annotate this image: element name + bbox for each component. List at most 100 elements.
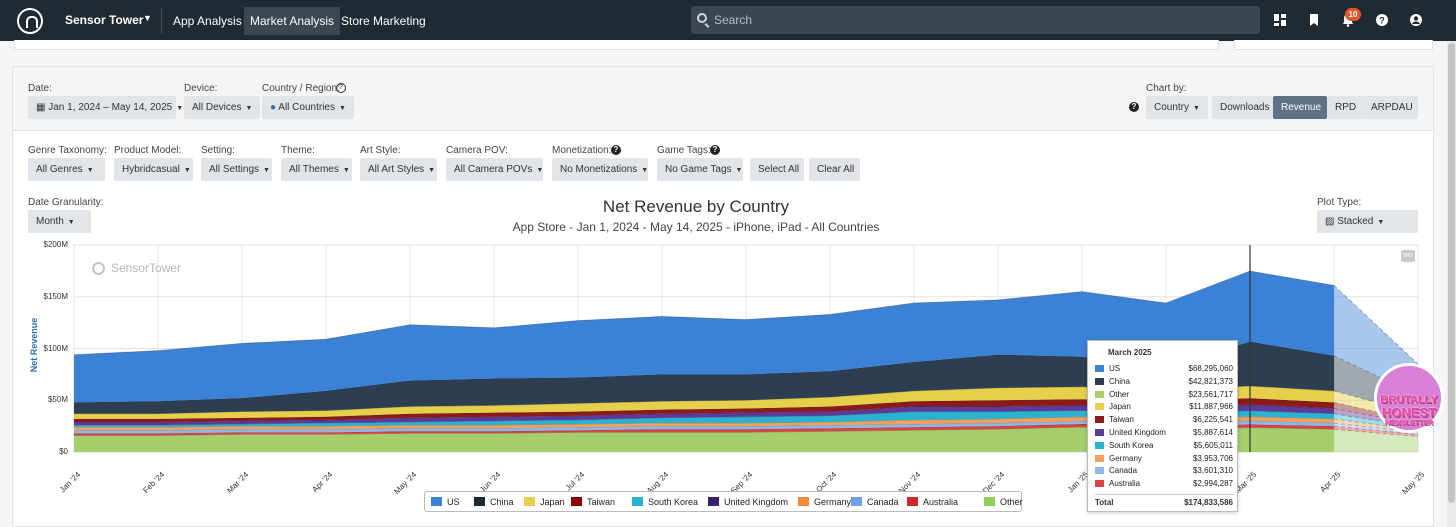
country-dropdown[interactable]: ● All Countries ▼ xyxy=(262,96,354,119)
legend-label: Australia xyxy=(923,497,959,507)
scrollbar[interactable] xyxy=(1447,41,1456,527)
search-box[interactable]: Search xyxy=(691,6,1260,34)
calendar-icon: ▦ xyxy=(36,102,46,113)
chevron-down-icon: ▼ xyxy=(245,105,253,112)
previous-card xyxy=(14,40,1219,50)
legend-label: United Kingdom xyxy=(724,497,789,507)
legend-item[interactable]: South Korea xyxy=(632,497,698,507)
genre-dropdown[interactable]: All Genres ▼ xyxy=(28,158,105,181)
setting-dropdown[interactable]: All Settings ▼ xyxy=(201,158,272,181)
area-south-korea xyxy=(74,410,1334,428)
dashboard-icon[interactable] xyxy=(1273,13,1287,27)
legend-item[interactable]: Canada xyxy=(851,497,899,507)
area-other xyxy=(74,427,1334,452)
tooltip-row-value: $42,821,373 xyxy=(1188,376,1234,386)
granularity-label: Date Granularity: xyxy=(28,197,104,208)
help-icon[interactable]: ? xyxy=(611,145,621,155)
legend-swatch xyxy=(632,497,643,506)
art-style-value: All Art Styles xyxy=(368,164,425,175)
chart-subtitle: App Store - Jan 1, 2024 - May 14, 2025 -… xyxy=(512,220,880,234)
bookmark-icon[interactable] xyxy=(1307,13,1321,27)
legend-swatch xyxy=(571,497,582,506)
y-tick-label: $50M xyxy=(47,395,68,405)
nav-store-marketing[interactable]: Store Marketing xyxy=(341,14,426,28)
country-label: Country / Region: xyxy=(262,83,340,94)
area-us xyxy=(74,270,1334,403)
projected-area-canada xyxy=(1334,423,1418,435)
nav-market-analysis[interactable]: Market Analysis xyxy=(244,7,341,35)
chart-title: Net Revenue by Country xyxy=(602,197,790,216)
legend-swatch xyxy=(798,497,809,506)
art-style-dropdown[interactable]: All Art Styles ▼ xyxy=(360,158,437,181)
legend-item[interactable]: Germany xyxy=(798,497,851,507)
plot-type-dropdown[interactable]: ▨ Stacked ▼ xyxy=(1317,210,1418,233)
device-dropdown[interactable]: All Devices ▼ xyxy=(184,96,261,119)
info-icon[interactable]: ? xyxy=(336,83,346,93)
tooltip-row-label: Canada xyxy=(1109,466,1138,476)
setting-value: All Settings xyxy=(209,164,260,175)
chevron-down-icon: ▼ xyxy=(1377,219,1385,226)
nav-app-analysis[interactable]: App Analysis xyxy=(173,14,242,28)
theme-dropdown[interactable]: All Themes ▼ xyxy=(281,158,352,181)
tooltip-row-value: $5,605,011 xyxy=(1193,440,1233,450)
y-tick-label: $150M xyxy=(43,291,68,301)
search-input[interactable]: Search xyxy=(714,13,753,27)
granularity-dropdown[interactable]: Month ▼ xyxy=(28,210,91,233)
brand-name[interactable]: Sensor Tower xyxy=(65,13,144,27)
metric-revenue-button[interactable]: Revenue xyxy=(1273,96,1327,119)
help-icon[interactable]: ? xyxy=(710,145,720,155)
chart-by-label: Chart by: xyxy=(1146,83,1187,94)
legend-item[interactable]: Japan xyxy=(524,497,565,507)
legend-item[interactable]: China xyxy=(474,497,514,507)
tooltip-row-label: US xyxy=(1109,364,1121,373)
game-tags-dropdown[interactable]: No Game Tags ▼ xyxy=(657,158,743,181)
chevron-down-icon: ▼ xyxy=(263,167,270,174)
genre-label: Genre Taxonomy: xyxy=(28,145,107,156)
date-range-picker[interactable]: ▦ Jan 1, 2024 – May 14, 2025 ▼ xyxy=(28,96,183,119)
tooltip-row: US $68,295,060 xyxy=(1095,364,1233,375)
image-export-button[interactable]: IMG xyxy=(1401,250,1415,262)
legend-label: Other xyxy=(1000,497,1023,507)
sticker-line: HONEST xyxy=(1381,405,1437,420)
chevron-down-icon: ▼ xyxy=(1193,105,1200,112)
watermark: SensorTower xyxy=(111,261,182,275)
sensor-tower-logo-icon[interactable] xyxy=(17,8,43,34)
legend-swatch xyxy=(524,497,535,506)
help-icon[interactable]: ? xyxy=(1375,13,1389,27)
tooltip-row-label: Other xyxy=(1109,389,1130,399)
legend-item[interactable]: Australia xyxy=(907,497,958,507)
tooltip-row: Taiwan $6,225,541 xyxy=(1095,415,1233,426)
tooltip-row-value: $11,887,966 xyxy=(1189,402,1233,412)
clear-all-button[interactable]: Clear All xyxy=(809,158,860,181)
monetization-dropdown[interactable]: No Monetizations ▼ xyxy=(552,158,648,181)
metric-downloads-button[interactable]: Downloads xyxy=(1212,96,1273,119)
product-model-dropdown[interactable]: Hybridcasual ▼ xyxy=(114,158,193,181)
help-icon[interactable]: ? xyxy=(1129,102,1139,112)
game-tags-value: No Game Tags xyxy=(665,164,732,175)
chart-by-dropdown[interactable]: Country ▼ xyxy=(1146,96,1208,119)
tooltip-swatch xyxy=(1095,480,1104,488)
scrollbar-thumb[interactable] xyxy=(1448,43,1455,503)
tooltip-row: Australia $2,994,287 xyxy=(1095,479,1233,490)
select-all-button[interactable]: Select All xyxy=(750,158,804,181)
tooltip-swatch xyxy=(1095,416,1104,424)
tooltip-row-label: Australia xyxy=(1109,479,1141,489)
legend-swatch xyxy=(431,497,442,506)
product-model-label: Product Model: xyxy=(114,145,182,156)
metric-rpd-button[interactable]: RPD xyxy=(1327,96,1363,119)
chevron-down-icon: ▼ xyxy=(176,105,184,112)
chevron-down-icon[interactable]: ▼ xyxy=(143,13,152,23)
theme-value: All Themes xyxy=(289,164,339,175)
plot-type-label: Plot Type: xyxy=(1317,197,1362,208)
legend-swatch xyxy=(708,497,719,506)
metric-arpdau-button[interactable]: ARPDAU xyxy=(1363,96,1418,119)
camera-pov-dropdown[interactable]: All Camera POVs ▼ xyxy=(446,158,543,181)
legend-item[interactable]: Other xyxy=(984,497,1023,507)
legend-item[interactable]: Taiwan xyxy=(571,497,615,507)
user-icon[interactable] xyxy=(1409,13,1423,27)
legend-item[interactable]: US xyxy=(431,497,460,507)
chevron-down-icon: ▼ xyxy=(67,219,75,226)
area-germany xyxy=(74,416,1334,431)
tooltip-row-value: $3,601,310 xyxy=(1192,466,1233,476)
legend-item[interactable]: United Kingdom xyxy=(708,497,788,507)
